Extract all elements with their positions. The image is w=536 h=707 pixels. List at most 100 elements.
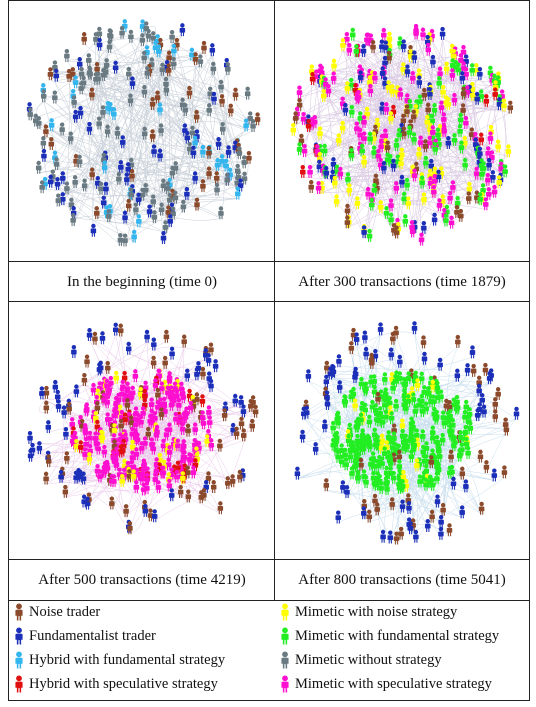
agent-cyan-icon xyxy=(223,158,229,172)
agent-blue-icon xyxy=(184,368,190,382)
agent-gray-icon xyxy=(106,209,112,223)
agent-brown-icon xyxy=(194,197,200,211)
agent-red-icon xyxy=(305,119,312,133)
agent-magenta-icon xyxy=(95,441,101,455)
agent-brown-icon xyxy=(446,523,453,537)
agent-green-icon xyxy=(433,411,439,425)
agent-blue-icon xyxy=(459,71,466,85)
agent-yellow-icon xyxy=(501,98,507,112)
agent-magenta-icon xyxy=(418,232,425,246)
agent-magenta-icon xyxy=(149,415,155,429)
agent-magenta-icon xyxy=(346,42,353,56)
agent-green-icon xyxy=(390,381,396,395)
agent-yellow-icon xyxy=(352,398,358,412)
agent-green-icon xyxy=(401,441,407,455)
agent-blue-icon xyxy=(112,322,119,336)
agent-blue-icon xyxy=(45,420,52,434)
person-icon xyxy=(15,651,23,669)
agent-gray-icon xyxy=(250,118,256,132)
agent-red-icon xyxy=(199,394,206,408)
agent-magenta-icon xyxy=(361,115,367,129)
agent-brown-icon xyxy=(181,334,187,348)
legend-item-mimetic-without: Mimetic without strategy xyxy=(277,651,442,669)
agent-brown-icon xyxy=(208,342,214,356)
agent-gray-icon xyxy=(71,95,77,109)
agent-brown-icon xyxy=(149,129,156,143)
agent-green-icon xyxy=(353,419,360,433)
agent-magenta-icon xyxy=(425,42,432,56)
agent-green-icon xyxy=(366,228,373,242)
agent-blue-icon xyxy=(454,368,461,382)
agent-gray-icon xyxy=(158,202,165,216)
agent-gray-icon xyxy=(169,29,175,43)
agent-brown-icon xyxy=(232,87,239,101)
agent-yellow-icon xyxy=(445,97,452,111)
agent-gray-icon xyxy=(144,65,151,79)
agent-blue-icon xyxy=(77,105,84,119)
agent-green-icon xyxy=(379,415,386,429)
agent-green-icon xyxy=(369,197,375,211)
agent-blue-icon xyxy=(363,346,369,360)
agent-green-icon xyxy=(412,404,419,418)
legend-item-hybrid-speculative: Hybrid with speculative strategy xyxy=(11,675,218,693)
agent-magenta-icon xyxy=(133,480,140,494)
agent-gray-icon xyxy=(100,105,106,119)
agent-magenta-icon xyxy=(168,397,175,411)
agent-magenta-icon xyxy=(337,166,344,180)
agent-green-icon xyxy=(321,143,328,157)
agent-magenta-icon xyxy=(361,131,367,145)
agent-blue-icon xyxy=(301,406,307,420)
agent-blue-icon xyxy=(168,488,175,502)
agent-blue-icon xyxy=(353,332,360,346)
agent-green-icon xyxy=(419,404,426,418)
agent-magenta-icon xyxy=(180,390,186,404)
agent-red-icon xyxy=(309,71,316,85)
agent-red-icon xyxy=(483,94,490,108)
agent-blue-icon xyxy=(167,214,173,228)
agent-green-icon xyxy=(367,439,373,453)
agent-gray-icon xyxy=(40,89,47,103)
agent-green-icon xyxy=(371,384,378,398)
agent-green-icon xyxy=(479,167,485,181)
agent-brown-icon xyxy=(401,126,407,140)
agent-blue-icon xyxy=(90,223,97,237)
agent-green-icon xyxy=(402,377,408,391)
agent-gray-icon xyxy=(236,146,243,160)
agent-magenta-icon xyxy=(111,474,117,488)
agent-blue-icon xyxy=(439,26,446,40)
agent-blue-icon xyxy=(445,135,452,149)
agent-yellow-icon xyxy=(332,175,338,189)
agent-green-icon xyxy=(339,454,345,468)
agent-yellow-icon xyxy=(505,144,512,158)
agent-cyan-icon xyxy=(157,102,163,116)
agent-brown-icon xyxy=(459,466,466,480)
caption-time-0: In the beginning (time 0) xyxy=(8,261,276,303)
agent-gray-icon xyxy=(36,116,42,130)
agent-blue-icon xyxy=(413,529,419,543)
agent-brown-icon xyxy=(94,206,100,220)
agent-green-icon xyxy=(469,63,475,77)
agent-blue-icon xyxy=(27,431,33,445)
agent-gray-icon xyxy=(93,72,99,86)
agent-brown-icon xyxy=(165,63,172,77)
agent-gray-icon xyxy=(241,155,247,169)
agent-magenta-icon xyxy=(97,469,103,483)
agent-brown-icon xyxy=(404,104,410,118)
legend-label: Hybrid with speculative strategy xyxy=(29,676,218,692)
agent-green-icon xyxy=(347,449,354,463)
agent-yellow-icon xyxy=(73,439,80,453)
agent-magenta-icon xyxy=(128,391,134,405)
agent-brown-icon xyxy=(421,87,428,101)
agent-blue-icon xyxy=(342,102,349,116)
agent-magenta-icon xyxy=(449,68,456,82)
agent-red-icon xyxy=(300,164,306,178)
agent-brown-icon xyxy=(105,360,111,374)
agent-brown-icon xyxy=(425,102,431,116)
agent-yellow-icon xyxy=(405,196,412,210)
agent-gray-icon xyxy=(128,187,134,201)
agent-brown-icon xyxy=(384,140,391,154)
agent-red-icon xyxy=(122,412,128,426)
agent-cyan-icon xyxy=(214,158,221,172)
agent-gray-icon xyxy=(53,157,60,171)
agent-blue-icon xyxy=(194,367,200,381)
